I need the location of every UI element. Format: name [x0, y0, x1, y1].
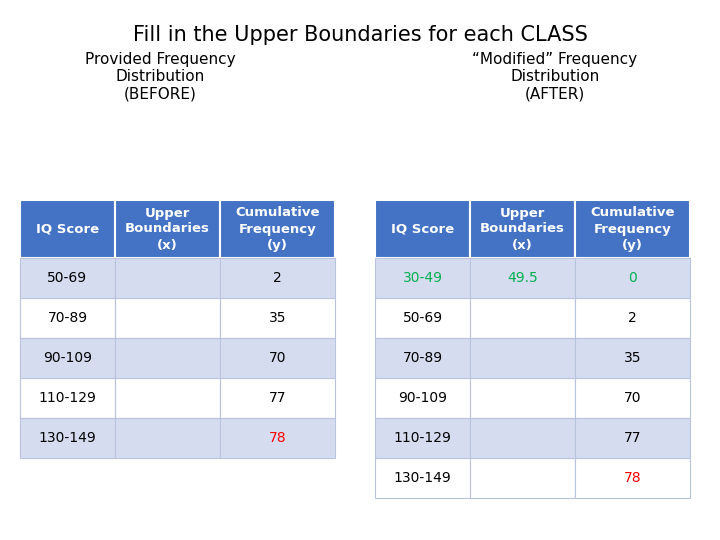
Bar	[115, 298, 220, 338]
Bar	[20, 378, 115, 418]
Bar	[220, 378, 335, 418]
Bar	[575, 298, 690, 338]
Bar	[575, 258, 690, 298]
Bar	[115, 200, 220, 258]
Bar	[20, 258, 115, 298]
Text: 78: 78	[269, 431, 287, 445]
Bar	[375, 458, 470, 498]
Bar	[115, 258, 220, 298]
Bar	[220, 258, 335, 298]
Bar	[575, 200, 690, 258]
Bar	[20, 418, 115, 458]
Text: 70: 70	[269, 351, 287, 365]
Text: 30-49: 30-49	[402, 271, 443, 285]
Bar	[115, 338, 220, 378]
Text: Cumulative
Frequency
(y): Cumulative Frequency (y)	[235, 206, 320, 252]
Bar	[20, 200, 115, 258]
Bar	[115, 418, 220, 458]
Bar	[470, 378, 575, 418]
Bar	[20, 298, 115, 338]
Bar	[115, 378, 220, 418]
Text: 90-109: 90-109	[43, 351, 92, 365]
Text: 70-89: 70-89	[402, 351, 443, 365]
Bar	[375, 200, 470, 258]
Bar	[470, 200, 575, 258]
Text: 130-149: 130-149	[394, 471, 451, 485]
Text: 0: 0	[628, 271, 637, 285]
Text: 77: 77	[624, 431, 642, 445]
Bar	[220, 418, 335, 458]
Text: 90-109: 90-109	[398, 391, 447, 405]
Text: IQ Score: IQ Score	[391, 222, 454, 235]
Text: 110-129: 110-129	[39, 391, 96, 405]
Bar	[470, 458, 575, 498]
Text: 70-89: 70-89	[48, 311, 88, 325]
Bar	[470, 258, 575, 298]
Text: 70: 70	[624, 391, 642, 405]
Bar	[575, 338, 690, 378]
Bar	[220, 298, 335, 338]
Text: 50-69: 50-69	[48, 271, 88, 285]
Bar	[470, 298, 575, 338]
Bar	[20, 338, 115, 378]
Bar	[575, 458, 690, 498]
Bar	[470, 338, 575, 378]
Text: 130-149: 130-149	[39, 431, 96, 445]
Text: 2: 2	[273, 271, 282, 285]
Bar	[575, 378, 690, 418]
Bar	[375, 258, 470, 298]
Bar	[575, 418, 690, 458]
Bar	[375, 298, 470, 338]
Text: Cumulative
Frequency
(y): Cumulative Frequency (y)	[590, 206, 675, 252]
Text: Fill in the Upper Boundaries for each CLASS: Fill in the Upper Boundaries for each CL…	[132, 25, 588, 45]
Text: IQ Score: IQ Score	[36, 222, 99, 235]
Bar	[220, 338, 335, 378]
Text: 35: 35	[624, 351, 642, 365]
Text: Upper
Boundaries
(x): Upper Boundaries (x)	[125, 206, 210, 252]
Text: Upper
Boundaries
(x): Upper Boundaries (x)	[480, 206, 565, 252]
Bar	[375, 378, 470, 418]
Text: 78: 78	[624, 471, 642, 485]
Text: Provided Frequency
Distribution
(BEFORE): Provided Frequency Distribution (BEFORE)	[85, 52, 235, 102]
Bar	[375, 418, 470, 458]
Text: 2: 2	[628, 311, 637, 325]
Text: 35: 35	[269, 311, 287, 325]
Text: “Modified” Frequency
Distribution
(AFTER): “Modified” Frequency Distribution (AFTER…	[472, 52, 638, 102]
Bar	[470, 418, 575, 458]
Bar	[220, 200, 335, 258]
Text: 49.5: 49.5	[507, 271, 538, 285]
Bar	[375, 338, 470, 378]
Text: 77: 77	[269, 391, 287, 405]
Text: 110-129: 110-129	[394, 431, 451, 445]
Text: 50-69: 50-69	[402, 311, 443, 325]
